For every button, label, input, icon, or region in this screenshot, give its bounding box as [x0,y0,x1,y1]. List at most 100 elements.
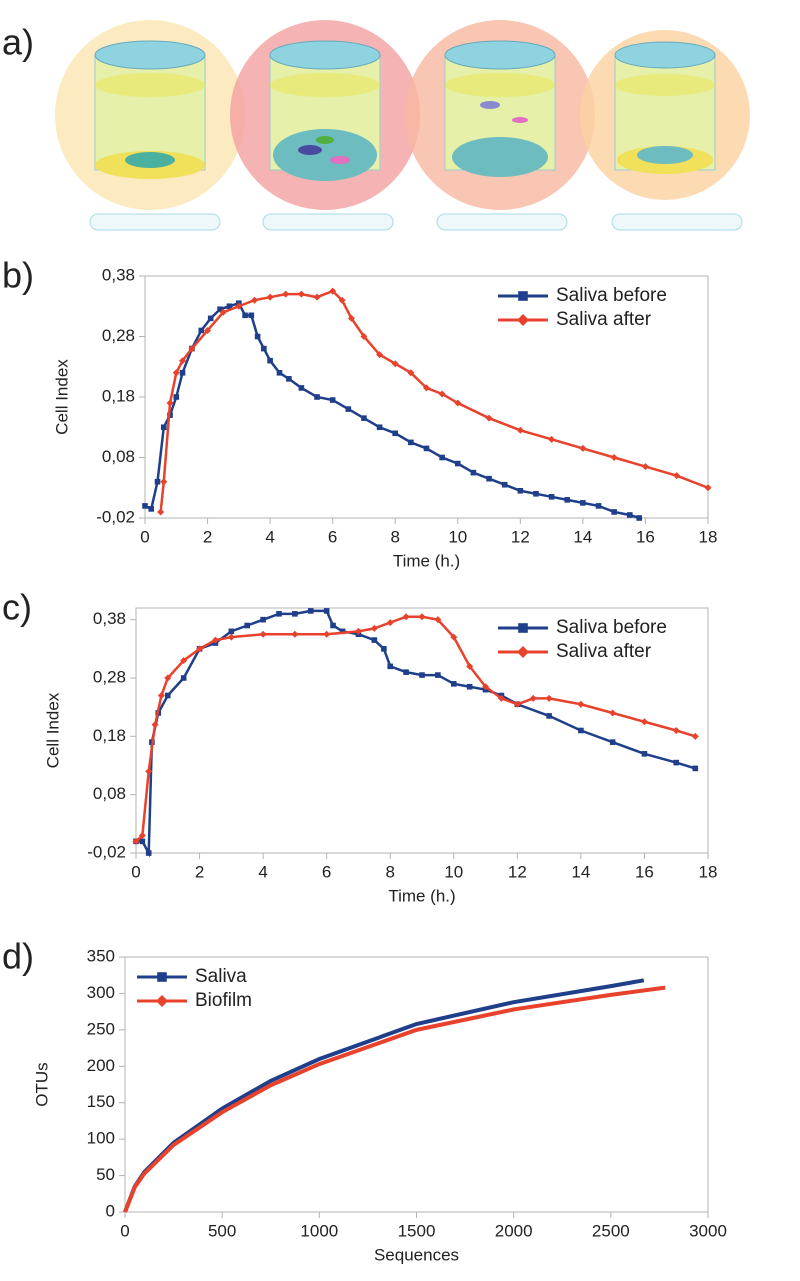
marker [338,296,346,304]
marker [466,683,473,690]
y-tick-label: 0,08 [102,447,135,466]
marker [402,613,410,621]
x-tick-label: 16 [635,862,654,881]
marker [164,692,171,699]
x-tick-label: 10 [444,862,463,881]
marker [408,439,414,446]
marker [434,616,442,624]
marker [407,369,415,377]
series-line [159,289,709,513]
marker [157,508,165,516]
marker [673,759,680,766]
legend-label: Saliva before [556,617,667,638]
y-tick-label: 0,38 [93,609,126,628]
marker [160,478,168,486]
marker [517,487,524,494]
y-tick-label: 300 [87,983,115,1002]
marker [188,345,196,353]
legend-label: Biofilm [195,990,252,1011]
y-tick-label: 200 [87,1056,115,1075]
x-tick-label: 16 [636,527,655,546]
marker [339,628,346,635]
panel-label: c) [2,587,32,628]
marker [276,370,283,376]
marker [166,399,174,407]
marker [387,663,394,670]
marker [370,624,378,632]
marker [248,312,255,319]
marker [156,995,168,1007]
x-axis-title: Time (h.) [393,551,460,570]
x-tick-label: 3000 [689,1221,727,1240]
marker [391,360,399,368]
x-tick-label: 8 [390,527,399,546]
marker [466,662,474,670]
y-tick-label: 0,38 [102,265,135,284]
marker [173,394,180,400]
x-tick-label: 1000 [300,1221,338,1240]
marker [298,385,305,391]
marker [132,837,140,845]
marker [361,415,367,421]
marker [292,611,298,617]
marker [704,484,712,492]
marker [564,497,571,503]
marker [376,351,384,359]
x-tick-label: 10 [448,527,467,546]
series-line [144,301,640,520]
marker [381,646,387,652]
marker [482,683,490,691]
marker [610,454,618,461]
marker [329,397,336,403]
x-tick-label: 0 [131,862,140,881]
marker [354,627,362,635]
y-tick-label: 250 [87,1019,115,1038]
y-axis-title: Cell Index [43,692,62,768]
marker [423,445,430,452]
marker [546,713,552,719]
marker [154,478,161,485]
marker [672,727,680,734]
marker [267,357,273,364]
marker [485,414,493,422]
marker [470,469,477,476]
stage [405,20,595,210]
marker [228,628,235,635]
marker [545,694,553,702]
marker [276,611,282,617]
marker [180,657,188,664]
marker [204,326,212,334]
x-tick-label: 4 [258,862,267,881]
marker [595,503,602,509]
legend-label: Saliva [195,966,247,987]
marker [627,512,633,518]
x-tick-label: 4 [265,527,274,546]
marker [371,637,378,643]
marker [157,692,165,699]
x-tick-label: 2 [195,862,204,881]
marker [641,751,648,757]
marker [164,674,172,682]
marker [314,394,320,400]
x-tick-label: 2500 [592,1221,630,1240]
marker [160,424,167,431]
marker [636,515,642,521]
x-tick-label: 18 [699,862,718,881]
panel-label: a) [2,22,34,63]
legend-label: Saliva after [556,309,652,330]
marker [609,739,616,745]
marker [360,333,368,340]
marker [261,345,267,352]
marker [211,636,219,644]
marker [196,645,204,653]
y-tick-label: 150 [87,1092,115,1111]
y-tick-label: 0,28 [93,667,126,686]
x-tick-label: 2000 [495,1221,533,1240]
y-tick-label: 350 [87,946,115,965]
marker [260,616,266,623]
marker [450,633,458,641]
y-tick-label: 0,28 [102,326,135,345]
marker [226,303,233,310]
y-tick-label: 0,18 [102,386,135,405]
